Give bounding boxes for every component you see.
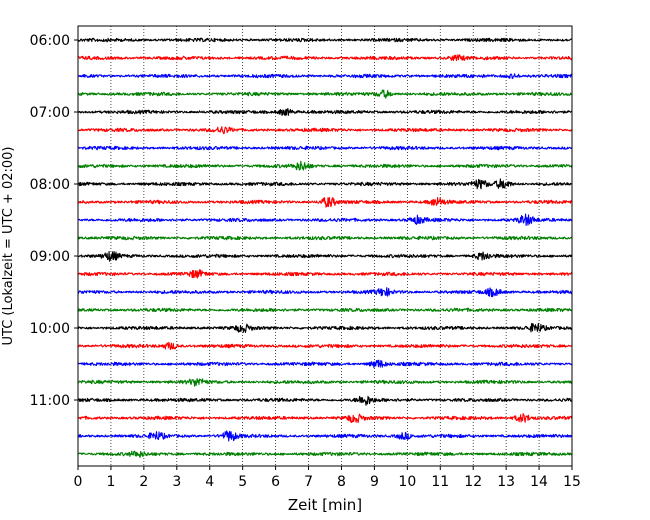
trace-line [77, 160, 573, 171]
y-tick-label: 07:00 [30, 105, 70, 121]
trace-line [77, 178, 573, 190]
trace-line [77, 235, 573, 241]
trace-line [77, 126, 573, 135]
trace-line [77, 287, 573, 298]
y-axis-ticks: 06:00 07:00 08:00 09:00 10:00 11:00 [30, 33, 78, 409]
y-tick-label: 08:00 [30, 177, 70, 193]
x-tick-label: 7 [304, 474, 313, 490]
y-tick-label: 11:00 [30, 393, 70, 409]
trace-line [77, 73, 573, 80]
traces [77, 37, 573, 458]
x-tick-label: 15 [563, 474, 581, 490]
y-tick-label: 10:00 [30, 321, 70, 337]
x-axis-label: Zeit [min] [288, 496, 362, 514]
trace-line [77, 395, 573, 406]
x-tick-label: 10 [398, 474, 416, 490]
x-tick-label: 8 [337, 474, 346, 490]
y-tick-label: 06:00 [30, 33, 70, 49]
trace-line [77, 196, 573, 208]
y-axis-label: UTC (Lokalzeit = UTC + 02:00) [1, 147, 16, 346]
trace-line [77, 430, 573, 442]
x-tick-label: 13 [497, 474, 515, 490]
trace-line [77, 413, 573, 424]
plot-frame [77, 25, 573, 467]
x-tick-label: 5 [238, 474, 247, 490]
trace-line [77, 37, 573, 43]
trace-line [77, 307, 573, 313]
x-tick-label: 11 [431, 474, 449, 490]
trace-line [77, 378, 573, 387]
trace-line [77, 213, 573, 226]
x-tick-label: 2 [139, 474, 148, 490]
trace-line [77, 322, 573, 333]
trace-line [77, 145, 573, 151]
trace-line [77, 89, 573, 99]
trace-line [77, 251, 573, 262]
x-tick-label: 12 [464, 474, 482, 490]
x-tick-label: 9 [370, 474, 379, 490]
x-axis-ticks: 0 1 2 3 4 5 6 7 8 9 10 11 12 13 14 15 [74, 466, 581, 490]
x-grid [110, 26, 540, 466]
y-tick-label: 09:00 [30, 249, 70, 265]
trace-line [77, 341, 573, 351]
x-tick-label: 14 [530, 474, 548, 490]
trace-line [77, 107, 573, 116]
x-tick-label: 4 [205, 474, 214, 490]
trace-line [77, 359, 573, 369]
x-tick-label: 0 [74, 474, 83, 490]
x-tick-label: 1 [106, 474, 115, 490]
trace-line [77, 450, 573, 458]
x-tick-label: 3 [172, 474, 181, 490]
trace-line [77, 269, 573, 279]
x-tick-label: 6 [271, 474, 280, 490]
trace-line [77, 54, 573, 62]
